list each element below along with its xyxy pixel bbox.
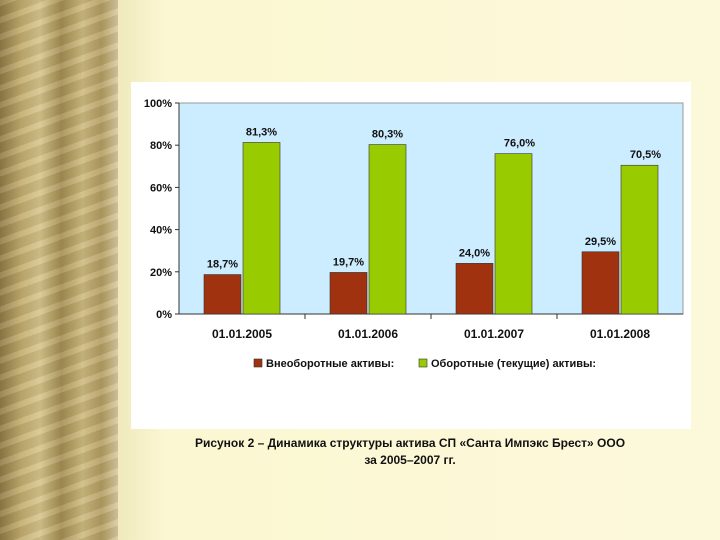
decorative-left-band — [0, 0, 118, 540]
y-tick-label: 40% — [150, 225, 172, 237]
data-label: 29,5% — [585, 236, 616, 248]
y-tick-label: 20% — [150, 267, 172, 279]
data-label: 19,7% — [333, 256, 364, 268]
chart-panel: 0% 20% 40% 60% 80% 100% 18,7% 81,3% 01.01.2005 19… — [131, 82, 691, 429]
caption-line-2: за 2005–2007 гг. — [364, 453, 456, 467]
bar-noncurrent — [455, 263, 494, 315]
bar-noncurrent — [581, 251, 620, 315]
data-label: 24,0% — [459, 247, 490, 259]
bar-current — [368, 144, 407, 315]
data-label: 76,0% — [504, 138, 535, 150]
bar-noncurrent — [203, 274, 242, 315]
y-tick-label: 100% — [144, 98, 172, 110]
legend: Внеоборотные активы: Оборотные (текущие) … — [253, 358, 596, 370]
bar-chart: 0% 20% 40% 60% 80% 100% 18,7% 81,3% 01.01.2005 19… — [144, 98, 684, 370]
y-tick-label: 60% — [150, 182, 172, 194]
legend-swatch — [253, 358, 263, 368]
y-tick-label: 80% — [150, 140, 172, 152]
x-tick-label: 01.01.2007 — [464, 327, 524, 341]
legend-label: Внеоборотные активы: — [266, 358, 394, 370]
figure-caption: Рисунок 2 – Динамика структуры актива СП… — [130, 435, 690, 469]
bar-noncurrent — [329, 272, 368, 315]
bar-current — [620, 164, 659, 315]
data-label: 80,3% — [372, 129, 403, 141]
legend-swatch — [418, 358, 428, 368]
x-tick-label: 01.01.2005 — [212, 327, 272, 341]
data-label: 81,3% — [246, 126, 277, 138]
x-tick-label: 01.01.2006 — [338, 327, 398, 341]
legend-label: Оборотные (текущие) активы: — [431, 358, 596, 370]
x-tick-label: 01.01.2008 — [590, 327, 650, 341]
caption-line-1: Рисунок 2 – Динамика структуры актива СП… — [194, 436, 626, 450]
bar-current — [242, 142, 281, 315]
data-label: 70,5% — [630, 149, 661, 161]
y-tick-label: 0% — [156, 309, 172, 321]
bar-current — [494, 153, 533, 315]
data-label: 18,7% — [207, 259, 238, 271]
